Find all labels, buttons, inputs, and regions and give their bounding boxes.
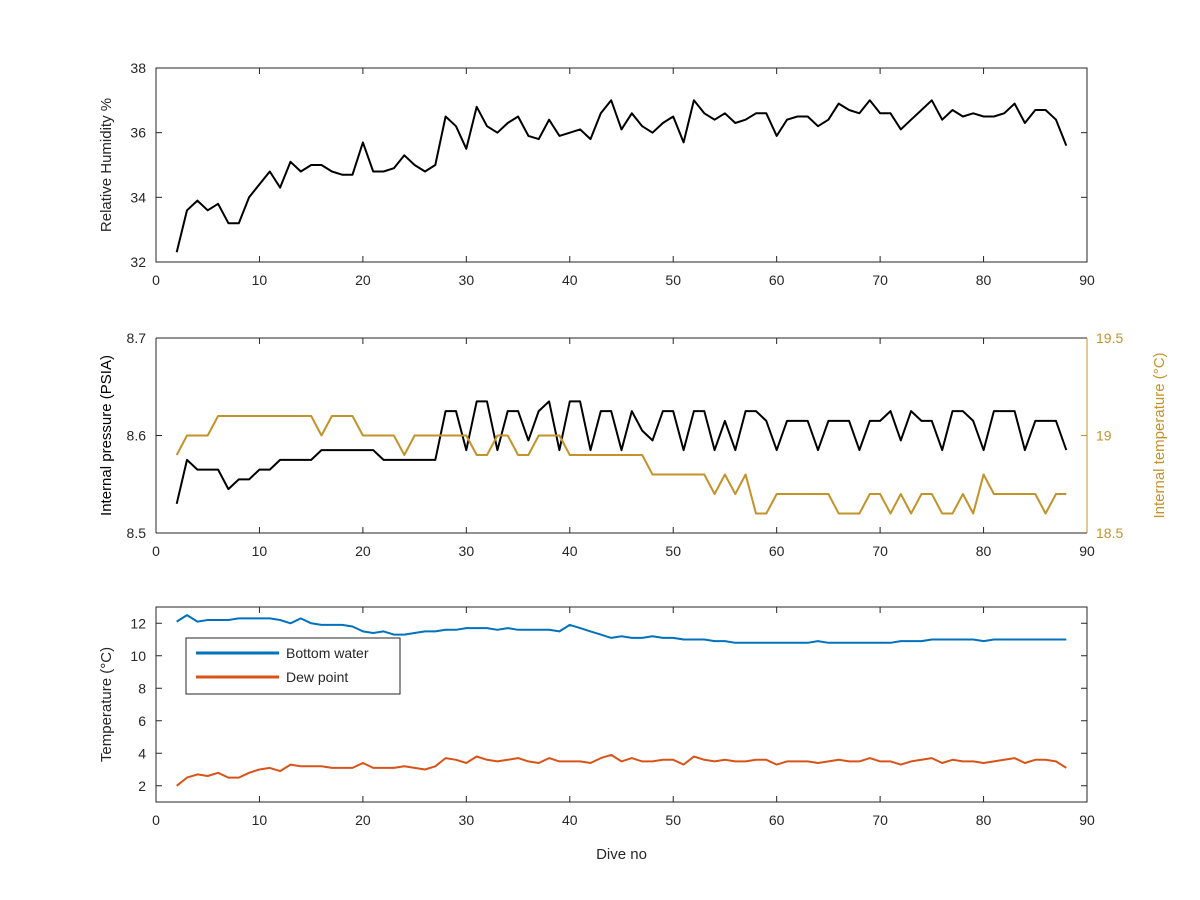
x-tick-label: 0 [152,272,160,288]
x-tick-label: 70 [872,812,888,828]
x-tick-label: 20 [355,543,371,559]
legend-box [185,637,401,695]
x-tick-label: 10 [252,272,268,288]
series-line-2-1 [175,400,1068,505]
y-right-tick-label: 19 [1096,428,1112,444]
axes-box [155,606,1088,803]
series-line-1-1 [175,99,1068,253]
x-tick-label: 70 [872,543,888,559]
x-tick-label: 90 [1079,543,1095,559]
y-right-tick-label: 18.5 [1096,525,1123,541]
x-tick-label: 10 [252,812,268,828]
x-tick-label: 40 [562,812,578,828]
x-tick-label: 80 [976,272,992,288]
x-tick-label: 20 [355,812,371,828]
x-tick-label: 90 [1079,272,1095,288]
legend-label: Dew point [286,669,348,685]
x-tick-label: 30 [459,543,475,559]
legend-label: Bottom water [286,645,369,661]
y-tick-label: 6 [138,713,146,729]
x-tick-label: 60 [769,272,785,288]
x-tick-label: 90 [1079,812,1095,828]
x-tick-label: 30 [459,812,475,828]
chart-panel-2: 0 10 20 30 40 50 60 70 80 90 8.5 8.6 8.7 18.5 19 19.5 In… [98,330,1168,559]
y-tick-label: 8.6 [127,428,147,444]
y-right-axis-label: Internal temperature (°C) [1151,352,1168,518]
series-line-2-2 [175,415,1067,515]
chart-panel-3: 0 10 20 30 40 50 60 70 80 90 2 4 6 8 10 12 Temperature (… [98,606,1095,863]
x-tick-label: 20 [355,272,371,288]
y-tick-label: 8.5 [127,525,147,541]
y-right-tick-label: 19.5 [1096,330,1123,346]
x-tick-label: 40 [562,543,578,559]
y-axis-label: Temperature (°C) [98,647,115,762]
x-tick-label: 50 [665,543,681,559]
x-tick-label: 80 [976,543,992,559]
y-tick-label: 8 [138,680,146,696]
series-line-bottom-water [176,614,1067,644]
x-tick-label: 60 [769,543,785,559]
y-tick-label: 2 [138,778,146,794]
x-tick-label: 0 [152,543,160,559]
y-tick-label: 32 [130,254,146,270]
y-axis-label: Internal pressure (PSIA) [98,355,115,516]
x-tick-label: 70 [872,272,888,288]
y-tick-label: 8.7 [127,330,147,346]
x-tick-label: 50 [665,272,681,288]
y-tick-label: 38 [130,60,146,76]
y-tick-label: 36 [130,125,146,141]
y-axis-label: Relative Humidity % [98,98,115,232]
axes-box [155,67,1088,263]
y-tick-label: 12 [130,615,146,631]
x-axis-label: Dive no [596,846,647,863]
x-tick-label: 50 [665,812,681,828]
x-tick-label: 40 [562,272,578,288]
x-tick-label: 60 [769,812,785,828]
series-line-dew-point [176,753,1067,787]
x-tick-label: 30 [459,272,475,288]
chart-panel-1: 0 10 20 30 40 50 60 70 80 90 32 34 36 38 Relative Humi… [98,60,1095,288]
y-tick-label: 34 [130,189,146,205]
y-tick-label: 4 [138,745,146,761]
legend: Bottom water Dew point [185,637,401,695]
x-tick-label: 0 [152,812,160,828]
x-tick-label: 80 [976,812,992,828]
x-tick-label: 10 [252,543,268,559]
y-tick-label: 10 [130,648,146,664]
